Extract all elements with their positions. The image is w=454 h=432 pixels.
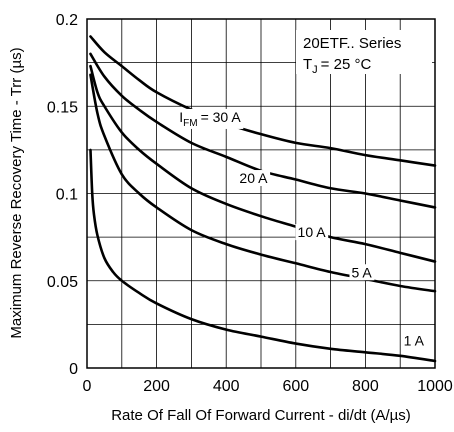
x-tick-label: 0	[83, 378, 92, 395]
y-tick-label: 0.15	[47, 99, 78, 116]
series-label: IFM = 30 A	[179, 109, 241, 129]
temperature-value: = 25 °C	[321, 56, 372, 73]
series-label: 1 A	[404, 332, 425, 348]
temperature-subscript: J	[312, 64, 318, 76]
plot-frame	[86, 18, 436, 369]
x-tick-label: 800	[352, 378, 379, 395]
annotation-background	[296, 30, 432, 74]
y-tick-label: 0.05	[47, 274, 78, 291]
x-tick-label: 600	[282, 378, 309, 395]
series-label-background	[349, 264, 375, 281]
y-tick-label: 0.2	[56, 12, 78, 29]
y-tick-label: 0	[69, 361, 78, 378]
series-label-value: = 30 A	[201, 109, 242, 125]
y-tick-labels: 0 0.05 0.1 0.15 0.2	[47, 12, 78, 378]
x-tick-label: 200	[143, 378, 170, 395]
series-labels: IFM = 30 A 20 A 10 A 5 A 1 A	[177, 108, 427, 349]
series-label-symbol: I	[179, 109, 183, 125]
x-tick-label: 400	[213, 378, 240, 395]
x-tick-label: 1000	[417, 378, 453, 395]
series-label-background	[237, 170, 271, 187]
series-curves	[89, 35, 437, 363]
y-tick-label: 0.1	[56, 187, 78, 204]
series-label-subscript: FM	[183, 118, 197, 129]
series-label: 20 A	[239, 170, 268, 186]
series-line	[89, 148, 437, 363]
series-line	[89, 64, 437, 263]
series-name-label: 20ETF.. Series	[303, 35, 401, 52]
series-line	[89, 52, 437, 209]
x-tick-labels: 0 200 400 600 800 1000	[83, 378, 453, 395]
y-axis-label: Maximum Reverse Recovery Time - Trr (µs)	[8, 47, 25, 338]
x-axis-label: Rate Of Fall Of Forward Current - di/dt …	[111, 407, 411, 424]
junction-temperature-label: TJ = 25 °C	[303, 56, 371, 76]
series-label-background	[177, 108, 244, 129]
series-label-background	[401, 332, 427, 349]
series-label: 10 A	[298, 224, 327, 240]
series-label: 5 A	[351, 264, 372, 280]
series-label-background	[295, 224, 329, 241]
temperature-symbol: T	[303, 56, 312, 73]
